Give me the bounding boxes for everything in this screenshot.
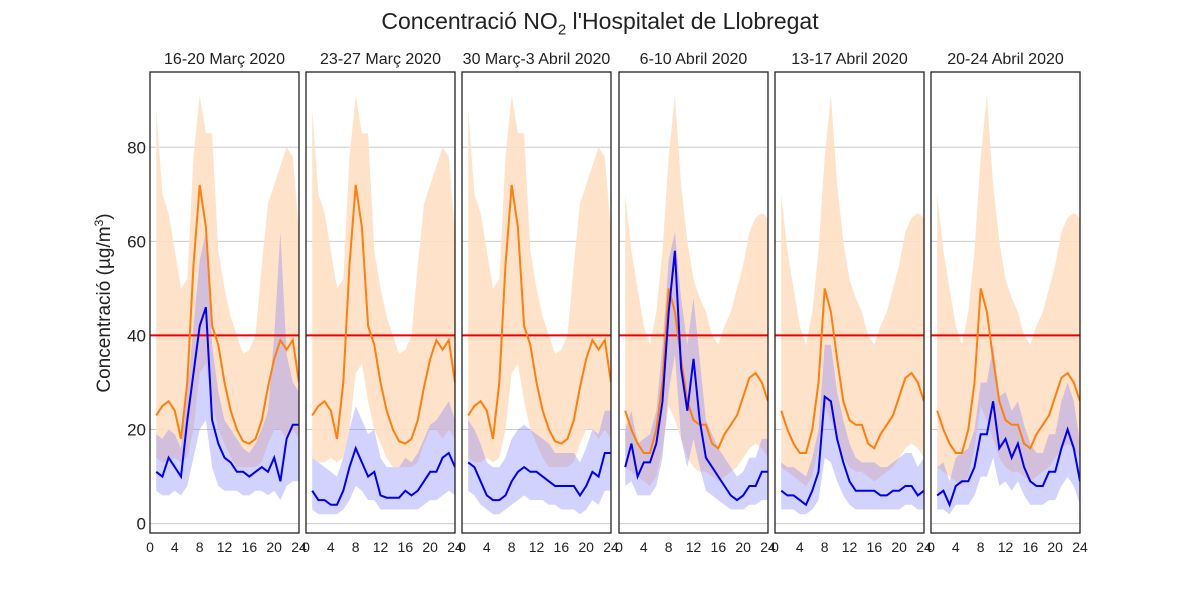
x-tick-label: 8 (665, 539, 673, 555)
x-tick-label: 4 (171, 539, 179, 555)
panel-title: 20-24 Abril 2020 (947, 51, 1064, 68)
blue-series-line (311, 445, 455, 506)
orange-range-band (312, 95, 455, 468)
orange-range-band (156, 95, 299, 468)
x-tick-label: 20 (266, 539, 282, 555)
x-tick-label: 20 (1047, 539, 1063, 555)
blue-series-line (155, 306, 299, 482)
blue-range-band (781, 344, 924, 515)
x-tick-label: 0 (771, 539, 779, 555)
x-tick-label: 20 (578, 539, 594, 555)
blue-series-line (467, 452, 611, 502)
orange-series-line (936, 288, 1080, 454)
x-tick-label: 0 (146, 539, 154, 555)
orange-range-band (468, 95, 611, 468)
x-tick-label: 4 (952, 539, 960, 555)
x-tick-label: 8 (508, 539, 516, 555)
panel-title: 6-10 Abril 2020 (640, 51, 748, 68)
orange-series-line (155, 184, 299, 445)
x-tick-label: 8 (196, 539, 204, 555)
x-tick-label: 16 (242, 539, 258, 555)
x-tick-label: 4 (796, 539, 804, 555)
x-tick-label: 4 (483, 539, 491, 555)
plot-area (150, 95, 299, 525)
panel-6: 20-24 Abril 2020 0 4 8 12 16 20 24 (927, 51, 1088, 555)
y-tick-label: 20 (127, 421, 146, 440)
x-tick-label: 24 (603, 539, 619, 555)
x-tick-label: 4 (327, 539, 335, 555)
x-tick-label: 0 (458, 539, 466, 555)
orange-series-line (467, 184, 611, 445)
plot-area (462, 95, 611, 525)
y-tick-label: 0 (137, 515, 146, 534)
x-tick-label: 8 (352, 539, 360, 555)
panel-5: 13-17 Abril 2020 0 4 8 12 16 20 24 (771, 51, 932, 555)
y-tick-label: 80 (127, 138, 146, 157)
blue-series-line (624, 250, 768, 502)
y-tick-label: 40 (127, 326, 146, 345)
x-tick-label: 16 (398, 539, 414, 555)
x-tick-label: 12 (217, 539, 233, 555)
panel-title: 16-20 Març 2020 (164, 51, 285, 68)
panel-3: 30 Març-3 Abril 2020 0 4 8 12 16 20 24 (458, 51, 619, 555)
chart-title: Concentració NO2 l'Hospitalet de Llobreg… (381, 8, 819, 39)
x-tick-label: 12 (373, 539, 389, 555)
panel-frame (774, 71, 925, 534)
orange-series-line (311, 184, 455, 445)
x-tick-label: 24 (447, 539, 463, 555)
x-tick-label: 20 (422, 539, 438, 555)
plot-area (931, 95, 1080, 525)
x-tick-label: 20 (735, 539, 751, 555)
x-tick-label: 0 (302, 539, 310, 555)
y-tick-label: 60 (127, 232, 146, 251)
x-tick-label: 8 (977, 539, 985, 555)
x-tick-label: 20 (891, 539, 907, 555)
x-tick-label: 16 (711, 539, 727, 555)
x-tick-label: 8 (821, 539, 829, 555)
panel-frame (149, 71, 300, 534)
x-tick-label: 16 (867, 539, 883, 555)
blue-series-line (780, 394, 924, 507)
orange-series-line (624, 288, 768, 454)
blue-range-band (312, 401, 455, 515)
panel-title: 13-17 Abril 2020 (791, 51, 908, 68)
x-tick-label: 24 (291, 539, 307, 555)
x-tick-label: 12 (686, 539, 702, 555)
panel-title: 30 Març-3 Abril 2020 (463, 51, 611, 68)
x-tick-label: 12 (998, 539, 1014, 555)
plot-area (619, 95, 768, 525)
panel-title: 23-27 Març 2020 (320, 51, 441, 68)
orange-range-band (781, 95, 924, 486)
orange-series-line (780, 288, 924, 454)
x-tick-label: 24 (916, 539, 932, 555)
plot-area (306, 95, 455, 525)
x-tick-label: 12 (529, 539, 545, 555)
blue-series-line (936, 401, 1080, 508)
x-tick-label: 4 (640, 539, 648, 555)
panel-2: 23-27 Març 2020 0 4 8 12 16 20 24 (302, 51, 463, 555)
x-tick-label: 16 (1023, 539, 1039, 555)
x-tick-label: 24 (760, 539, 776, 555)
panel-frame (305, 71, 456, 534)
panel-frame (461, 71, 612, 534)
x-tick-label: 0 (615, 539, 623, 555)
blue-range-band (156, 231, 299, 501)
x-tick-label: 24 (1072, 539, 1088, 555)
blue-range-band (625, 231, 768, 510)
panel-4: 6-10 Abril 2020 0 4 8 12 16 20 24 (615, 51, 776, 555)
x-tick-label: 0 (927, 539, 935, 555)
x-tick-label: 16 (554, 539, 570, 555)
panel-frame (930, 71, 1081, 534)
plot-area (775, 95, 924, 525)
panel-frame (618, 71, 769, 534)
x-tick-label: 12 (842, 539, 858, 555)
